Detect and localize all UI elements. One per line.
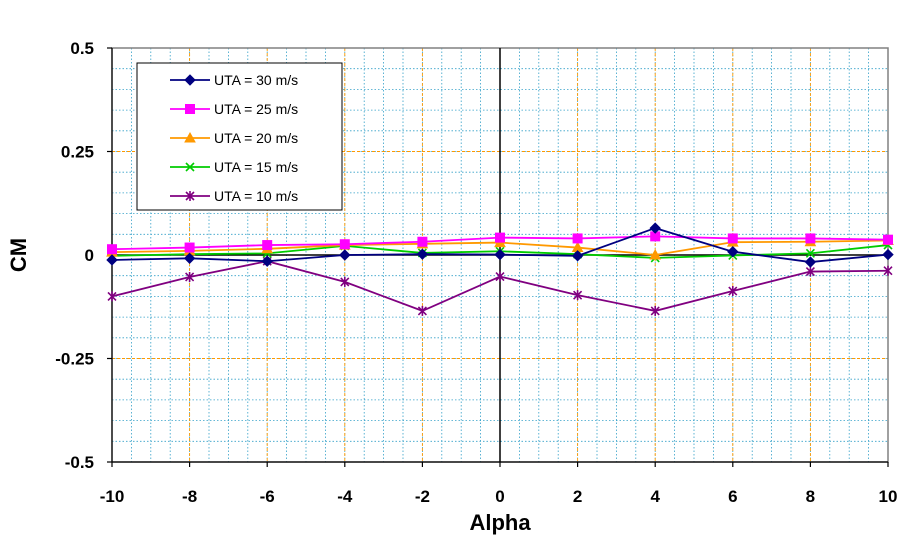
legend-label: UTA = 20 m/s [214, 130, 298, 146]
x-tick-label: -4 [337, 487, 353, 506]
data-point [728, 286, 738, 297]
data-point [261, 255, 273, 267]
x-axis-title: Alpha [469, 510, 531, 535]
data-point [106, 254, 118, 266]
legend-entry: UTA = 25 m/s [170, 101, 298, 117]
series-25ms [107, 231, 893, 255]
data-point [804, 256, 817, 268]
data-point [339, 249, 351, 261]
legend-box [136, 62, 343, 211]
data-point [185, 104, 195, 114]
legend-label: UTA = 25 m/s [214, 101, 298, 117]
data-point [494, 248, 506, 261]
data-point [107, 291, 117, 302]
data-point [183, 252, 196, 265]
x-tick-label: -6 [260, 487, 275, 506]
data-point [340, 276, 350, 287]
y-tick-label: -0.5 [65, 453, 94, 472]
data-point [805, 233, 816, 244]
x-tick-label: 8 [806, 487, 815, 506]
series-30ms [106, 222, 894, 268]
data-point [184, 74, 196, 86]
y-axis-title: CM [6, 238, 31, 272]
data-point [882, 248, 894, 261]
x-tick-label: 2 [573, 487, 582, 506]
data-point [572, 233, 583, 244]
data-point [184, 242, 195, 253]
y-tick-label: -0.25 [55, 350, 94, 369]
data-point [495, 232, 505, 243]
legend-entry: UTA = 10 m/s [170, 188, 298, 204]
y-tick-label: 0 [85, 246, 94, 265]
data-point [262, 240, 273, 251]
data-point [805, 266, 815, 277]
x-tick-label: 0 [495, 487, 504, 506]
x-tick-label: -10 [100, 487, 125, 506]
legend: UTA = 30 m/s UTA = 25 m/s UTA = 20 m/s UTA … [136, 62, 343, 211]
x-tick-label: 4 [650, 487, 660, 506]
data-point [107, 244, 117, 255]
data-point [649, 248, 662, 260]
x-tick-label: -2 [415, 487, 430, 506]
x-tick-label: 10 [879, 487, 898, 506]
x-tick-label: -8 [182, 487, 197, 506]
data-point [573, 290, 583, 301]
legend-label: UTA = 10 m/s [214, 188, 298, 204]
data-point [339, 239, 350, 250]
data-point [417, 305, 427, 316]
data-point [727, 233, 738, 244]
data-point [727, 245, 739, 258]
legend-entry: UTA = 20 m/s [170, 130, 298, 146]
series-layer [106, 222, 894, 316]
legend-label: UTA = 15 m/s [214, 159, 298, 175]
y-tick-label: 0.25 [61, 143, 94, 162]
legend-label: UTA = 30 m/s [214, 72, 298, 88]
x-tick-label: 6 [728, 487, 737, 506]
data-point [185, 271, 195, 282]
data-point [650, 305, 660, 316]
data-point [883, 265, 893, 276]
data-point [805, 248, 815, 258]
y-tick-label: 0.5 [70, 39, 94, 58]
legend-entry: UTA = 15 m/s [170, 159, 298, 175]
data-point [417, 236, 428, 247]
data-point [649, 222, 661, 234]
data-point [185, 162, 195, 172]
data-point [184, 131, 196, 143]
data-point [495, 271, 505, 282]
data-point [883, 234, 893, 245]
legend-entry: UTA = 30 m/s [170, 72, 298, 88]
data-point [416, 248, 429, 260]
data-point [185, 191, 195, 201]
data-point [571, 250, 584, 262]
tick-labels: -10 -8 -6 -4 -2 0 2 4 6 8 10 0.5 0.25 0 -0.25 -0.5 [55, 39, 897, 506]
